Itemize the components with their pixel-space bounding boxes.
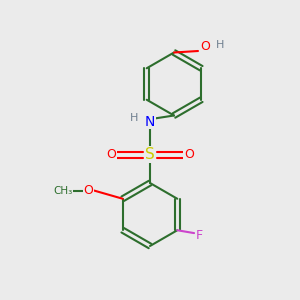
Text: O: O xyxy=(84,184,93,197)
Text: H: H xyxy=(216,40,224,50)
Text: O: O xyxy=(184,148,194,161)
Text: CH₃: CH₃ xyxy=(53,185,73,196)
Text: F: F xyxy=(196,229,203,242)
Text: N: N xyxy=(145,115,155,128)
Text: O: O xyxy=(106,148,116,161)
Text: H: H xyxy=(130,113,139,123)
Text: O: O xyxy=(201,40,210,53)
Text: S: S xyxy=(145,147,155,162)
